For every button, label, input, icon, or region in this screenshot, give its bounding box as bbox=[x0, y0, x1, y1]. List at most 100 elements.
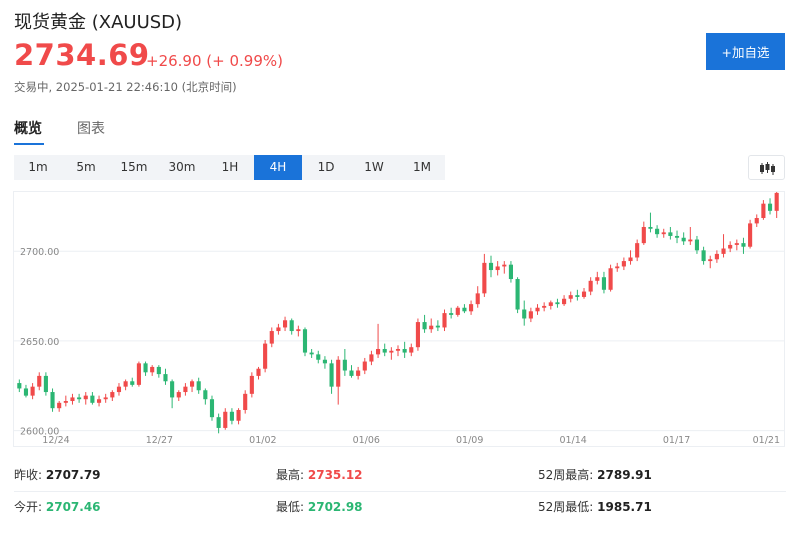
candle-body bbox=[674, 235, 680, 238]
candle-body bbox=[548, 302, 553, 306]
candle-body bbox=[276, 327, 281, 332]
candle-body bbox=[389, 350, 394, 353]
period-1d[interactable]: 1D bbox=[317, 160, 335, 174]
candle-body bbox=[575, 295, 580, 297]
stat-open-value: 2707.46 bbox=[45, 500, 101, 514]
candle-body bbox=[767, 203, 773, 211]
candle-body bbox=[774, 192, 779, 211]
price-change: +26.90 (+ 0.99%) bbox=[146, 52, 283, 70]
candle-body bbox=[714, 253, 719, 260]
tab-overview-label: 概览 bbox=[14, 121, 42, 137]
candle-body bbox=[655, 228, 660, 235]
stat-prev-close-label: 昨收: bbox=[14, 468, 43, 482]
stat-52w-high-label: 52周最高: bbox=[538, 468, 594, 482]
candle-body bbox=[37, 375, 42, 387]
candle-body bbox=[156, 366, 161, 375]
period-4h[interactable]: 4H bbox=[254, 155, 302, 180]
candle-body bbox=[243, 393, 248, 410]
candle-body bbox=[535, 307, 540, 312]
price-chart[interactable]: 2600.00 2650.00 2700.00 12/24 12/27 01/02 01/0… bbox=[13, 191, 785, 447]
y-tick-label: 2700.00 bbox=[20, 247, 59, 258]
period-1m[interactable]: 1m bbox=[28, 160, 48, 174]
candle-body bbox=[216, 417, 221, 428]
candle-body bbox=[376, 348, 381, 355]
candle-body bbox=[668, 232, 673, 236]
stat-52w-high: 52周最高: 2789.91 bbox=[538, 462, 652, 488]
candle-body bbox=[163, 374, 168, 382]
y-tick-label: 2650.00 bbox=[20, 337, 59, 348]
candle-body bbox=[581, 291, 587, 297]
period-1mo[interactable]: 1M bbox=[413, 160, 431, 174]
tab-chart[interactable]: 图表 bbox=[77, 118, 105, 138]
x-tick-label: 12/24 bbox=[42, 435, 69, 446]
candle-body bbox=[648, 226, 653, 229]
candle-body bbox=[708, 259, 713, 262]
candle-body bbox=[369, 354, 374, 362]
candle-body bbox=[635, 243, 640, 258]
x-tick-label: 01/14 bbox=[559, 435, 586, 446]
candle-body bbox=[269, 331, 274, 344]
candle-body bbox=[488, 262, 494, 271]
candle-body bbox=[455, 307, 460, 315]
candle-body bbox=[316, 354, 321, 360]
candle-body bbox=[522, 309, 527, 319]
y-tick-label: 2600.00 bbox=[20, 427, 59, 438]
candle-body bbox=[429, 325, 434, 330]
candle-body bbox=[342, 359, 347, 371]
candle-body bbox=[296, 329, 301, 332]
candle-body bbox=[442, 313, 447, 328]
tab-chart-label: 图表 bbox=[77, 121, 105, 137]
period-1w[interactable]: 1W bbox=[364, 160, 384, 174]
candle-body bbox=[615, 266, 620, 269]
candle-body bbox=[116, 386, 122, 393]
stat-52w-high-value: 2789.91 bbox=[597, 468, 652, 482]
chart-type-button[interactable] bbox=[748, 155, 785, 180]
candle-body bbox=[528, 311, 533, 319]
add-to-watchlist-button[interactable]: +加自选 bbox=[706, 33, 785, 70]
candle-body bbox=[661, 232, 666, 235]
candlestick-chart-icon bbox=[760, 162, 775, 175]
period-selector: 1m 5m 15m 30m 1H 4H 1D 1W 1M bbox=[14, 155, 445, 180]
candle-body bbox=[103, 397, 108, 400]
candle-body bbox=[143, 363, 148, 373]
candle-body bbox=[110, 392, 115, 398]
candle-body bbox=[249, 375, 254, 394]
stat-52w-low: 52周最低: 1985.71 bbox=[538, 494, 652, 520]
x-tick-label: 12/27 bbox=[146, 435, 173, 446]
stat-low-label: 最低: bbox=[276, 500, 305, 514]
candle-body bbox=[734, 243, 739, 245]
candle-body bbox=[608, 268, 613, 290]
candle-body bbox=[641, 226, 646, 244]
stat-52w-low-value: 1985.71 bbox=[597, 500, 652, 514]
candle-body bbox=[515, 279, 520, 310]
candle-body bbox=[542, 305, 547, 308]
candle-body bbox=[283, 320, 288, 328]
candle-body bbox=[362, 361, 367, 371]
candle-body bbox=[568, 295, 573, 299]
candle-body bbox=[83, 395, 88, 400]
x-tick-label: 01/09 bbox=[456, 435, 483, 446]
period-15m[interactable]: 15m bbox=[120, 160, 148, 174]
stat-open: 今开: 2707.46 bbox=[14, 494, 101, 520]
stat-low-value: 2702.98 bbox=[307, 500, 363, 514]
candle-body bbox=[123, 381, 128, 387]
stat-prev-close-value: 2707.79 bbox=[45, 468, 101, 482]
candle-body bbox=[263, 343, 268, 369]
candle-body bbox=[422, 322, 427, 330]
candle-body bbox=[728, 244, 733, 249]
candle-body bbox=[349, 370, 354, 376]
candle-body bbox=[130, 381, 135, 385]
trading-status: 交易中, 2025-01-21 22:46:10 (北京时间) bbox=[14, 80, 237, 94]
candle-body bbox=[229, 411, 234, 421]
candle-body bbox=[203, 390, 208, 400]
period-1h[interactable]: 1H bbox=[221, 160, 239, 174]
period-5m[interactable]: 5m bbox=[76, 160, 96, 174]
candle-body bbox=[170, 381, 175, 398]
candle-body bbox=[741, 243, 746, 247]
candle-body bbox=[748, 223, 753, 247]
candle-body bbox=[63, 401, 68, 403]
tab-overview[interactable]: 概览 bbox=[14, 118, 42, 138]
candle-body bbox=[189, 381, 195, 387]
candle-body bbox=[236, 409, 241, 421]
period-30m[interactable]: 30m bbox=[168, 160, 196, 174]
